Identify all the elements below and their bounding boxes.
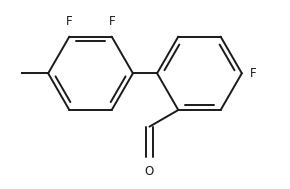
Text: F: F bbox=[108, 15, 115, 28]
Text: F: F bbox=[250, 67, 257, 80]
Text: O: O bbox=[145, 165, 154, 178]
Text: F: F bbox=[66, 15, 73, 28]
